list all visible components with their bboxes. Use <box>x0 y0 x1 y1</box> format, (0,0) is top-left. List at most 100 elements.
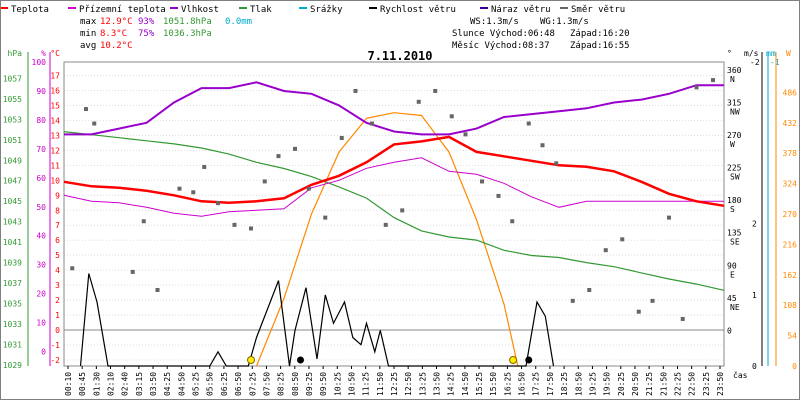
hpa-tick-label: 1057 <box>3 74 22 83</box>
legend-label: Srážky <box>310 5 343 15</box>
time-tick-label: 07:25 <box>248 372 257 396</box>
dir-compass-label: E <box>730 270 735 279</box>
plot-frame <box>63 61 725 367</box>
w-tick-label: 432 <box>783 119 798 128</box>
wind-dir-point <box>433 88 438 93</box>
series-line-vlhkost <box>64 81 724 136</box>
stats-value: 1036.3hPa <box>163 29 212 39</box>
celsius-tick-label: 14 <box>50 116 60 125</box>
wind-dir-point <box>130 269 135 274</box>
info-moon-set: Západ:16:55 <box>570 41 630 51</box>
time-tick-label: 11:50 <box>376 372 385 396</box>
time-tick-label: 12:50 <box>404 372 413 396</box>
wind-dir-point <box>496 193 501 198</box>
legend: Teplota Přízemní teplota Vlhkost Tlak Srážky… <box>0 5 625 15</box>
time-tick-label: 05:25 <box>192 372 201 396</box>
wind-dir-point <box>262 179 267 184</box>
hpa-unit: hPa <box>8 49 23 58</box>
wind-dir-point <box>587 288 592 292</box>
time-tick-label: 22:25 <box>673 372 682 396</box>
celsius-unit: °C <box>50 49 60 58</box>
time-tick-label: 17:50 <box>546 372 555 396</box>
time-tick-label: 03:15 <box>135 372 144 396</box>
time-tick-label: 07:50 <box>262 372 271 396</box>
wind-dir-point <box>191 190 196 195</box>
legend-label: Náraz větru <box>491 5 551 15</box>
wind-dir-point <box>510 219 515 224</box>
pct-tick-label: 60 <box>36 174 46 183</box>
celsius-tick-label: 12 <box>50 146 60 155</box>
celsius-tick-label: 8 <box>55 206 60 215</box>
ms-tick-label: 1 <box>752 291 757 300</box>
legend-label: Přízemní teplota <box>79 5 166 15</box>
stats-row-label: max <box>80 17 97 27</box>
info-moon: Měsíc Východ:08:37 <box>452 41 550 51</box>
ms-top-label: -2 <box>750 58 760 67</box>
celsius-tick-label: 13 <box>50 131 60 140</box>
dir-compass-label: NE <box>730 303 740 312</box>
sunset-marker <box>509 356 518 364</box>
celsius-tick-label: 1 <box>55 311 60 320</box>
wind-dir-point <box>416 99 421 104</box>
wind-dir-point <box>680 316 685 321</box>
pct-tick-label: 70 <box>36 145 46 154</box>
time-tick-label: 23:25 <box>702 372 711 396</box>
hpa-tick-label: 1055 <box>3 95 22 104</box>
time-tick-label: 21:25 <box>645 372 654 396</box>
wind-dir-point <box>554 161 559 166</box>
wind-dir-point <box>620 237 625 242</box>
time-tick-label: 19:50 <box>603 372 612 396</box>
wind-dir-point <box>177 186 182 191</box>
celsius-tick-label: 17 <box>50 71 60 80</box>
wind-dir-point <box>306 186 311 191</box>
w-tick-label: 378 <box>783 149 798 158</box>
legend-label: Teplota <box>11 5 49 15</box>
hpa-tick-label: 1033 <box>3 320 22 329</box>
time-unit: čas <box>733 370 748 380</box>
w-tick-label: 270 <box>783 210 798 219</box>
wind-dir-point <box>636 309 641 314</box>
dir-tick-label: 270 <box>727 131 742 140</box>
wind-dir-point <box>383 222 388 227</box>
moonrise-marker <box>297 356 304 364</box>
pct-tick-label: 30 <box>36 261 46 270</box>
time-tick-label: 00:45 <box>78 372 87 396</box>
time-tick-label: 14:25 <box>447 372 456 396</box>
time-tick-label: 04:50 <box>177 372 186 396</box>
wind-dir-point <box>711 78 715 83</box>
mm-top-label: -1 <box>770 58 780 67</box>
stats-value: 1051.8hPa <box>163 17 212 27</box>
ms-tick-label: 2 <box>752 220 757 229</box>
series-line-prizemni-teplota <box>63 157 724 217</box>
stats-value: 0.0mm <box>225 17 252 27</box>
series-line-tlak <box>63 131 725 291</box>
wind-dir-point <box>84 107 88 112</box>
time-tick-label: 22:50 <box>688 372 697 396</box>
dir-tick-label: 135 <box>727 229 742 238</box>
time-tick-label: 00:10 <box>64 372 73 396</box>
time-tick-label: 21:50 <box>659 372 668 396</box>
time-tick-label: 12:25 <box>390 372 399 396</box>
dir-compass-label: W <box>730 140 735 149</box>
wind-dir-point <box>694 85 699 90</box>
hpa-tick-label: 1045 <box>3 197 22 206</box>
celsius-tick-label: 3 <box>55 281 60 290</box>
legend-label: Rychlost větru <box>380 5 456 15</box>
wind-dir-point <box>570 298 575 303</box>
time-tick-label: 15:50 <box>489 372 498 396</box>
wind-dir-point <box>370 121 374 126</box>
celsius-tick-label: 5 <box>55 251 60 260</box>
stats-value: 12.9°C <box>100 17 133 27</box>
pct-tick-label: 90 <box>36 87 46 96</box>
pct-tick-label: 0 <box>41 348 46 357</box>
time-tick-label: 18:25 <box>560 372 569 396</box>
wind-dir-point <box>400 208 405 213</box>
time-tick-label: 16:25 <box>503 372 512 396</box>
stats-value: 8.3°C <box>100 29 127 39</box>
legend-label: Směr větru <box>571 5 625 15</box>
w-tick-label: 324 <box>783 180 798 189</box>
w-tick-label: 216 <box>783 240 798 249</box>
hpa-tick-label: 1051 <box>3 136 22 145</box>
